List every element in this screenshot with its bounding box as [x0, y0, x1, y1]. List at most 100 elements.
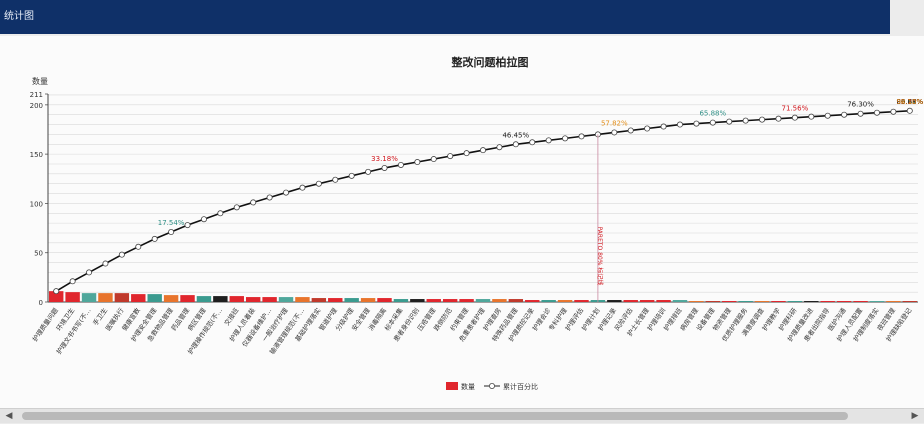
bar: [262, 297, 277, 302]
cumulative-point: [348, 172, 355, 179]
bar: [836, 301, 852, 302]
bar: [196, 296, 212, 302]
bar: [902, 301, 917, 302]
cumulative-point: [627, 127, 634, 134]
cumulative-point: [676, 121, 683, 128]
bar: [65, 292, 80, 302]
legend-label-cumulative: 累计百分比: [503, 382, 538, 391]
bar: [787, 301, 803, 302]
cumulative-point: [53, 288, 60, 295]
cumulative-point: [562, 135, 569, 142]
bar: [541, 300, 556, 302]
bar: [278, 297, 294, 302]
y-tick-label: 0: [39, 299, 43, 307]
data-label: 46.45%: [502, 131, 529, 139]
bar: [311, 298, 327, 302]
cumulative-point: [168, 229, 175, 236]
bar: [639, 300, 655, 302]
bar: [131, 294, 146, 302]
bar: [574, 300, 589, 302]
bar: [81, 293, 97, 302]
bar: [377, 298, 392, 302]
cumulative-point: [529, 139, 536, 146]
cumulative-point: [873, 109, 880, 116]
cumulative-point: [496, 144, 503, 151]
bar: [393, 299, 409, 302]
cumulative-point: [381, 164, 388, 171]
cumulative-point: [283, 189, 290, 196]
cumulative-point: [200, 216, 207, 223]
cumulative-point: [430, 156, 437, 163]
cumulative-point: [709, 119, 716, 126]
bar: [163, 295, 179, 302]
cumulative-point: [857, 110, 864, 117]
bar: [410, 299, 425, 302]
data-label: 71.56%: [782, 105, 809, 113]
bar: [738, 301, 753, 302]
cumulative-point: [299, 184, 306, 191]
scroll-left-arrow-icon[interactable]: ◀: [5, 411, 13, 421]
data-label: 76.30%: [847, 101, 874, 109]
cumulative-point: [545, 137, 552, 144]
cumulative-point: [742, 117, 749, 124]
bar: [114, 293, 130, 302]
cumulative-point: [644, 125, 651, 132]
scrollbar-thumb[interactable]: [22, 412, 848, 420]
bar: [754, 301, 770, 302]
data-label: 33.18%: [371, 155, 398, 163]
window-title: 统计图: [4, 11, 34, 22]
cumulative-point: [447, 153, 454, 160]
scroll-right-arrow-icon[interactable]: ▶: [911, 411, 919, 421]
cumulative-point: [824, 112, 831, 119]
data-label: 92.42%: [896, 98, 923, 106]
cumulative-point: [791, 114, 798, 121]
cumulative-point: [118, 251, 125, 258]
y-tick-label: 150: [30, 151, 43, 159]
cumulative-point: [512, 141, 519, 148]
pareto-marker-label: PARETO 80% 标记线: [596, 227, 604, 286]
cumulative-point: [217, 210, 224, 217]
bar: [245, 297, 261, 302]
bar: [180, 295, 195, 302]
legend-label-count: 数量: [461, 382, 475, 391]
cumulative-point: [315, 180, 322, 187]
cumulative-point: [759, 116, 766, 123]
y-tick-label: 200: [30, 102, 43, 110]
bar: [705, 301, 721, 302]
bar: [771, 301, 786, 302]
bar: [344, 298, 359, 302]
bar: [525, 300, 540, 302]
x-tick-label: 护理质量问题: [30, 306, 60, 344]
bar: [804, 301, 819, 302]
cumulative-point: [693, 120, 700, 127]
y-tick-label: 100: [30, 200, 43, 208]
bar: [557, 300, 573, 302]
data-label: 89.57%: [896, 98, 923, 106]
cumulative-point: [397, 161, 404, 168]
bar: [426, 299, 441, 302]
cumulative-point: [250, 199, 257, 206]
cumulative-point: [890, 108, 897, 115]
bar: [672, 300, 688, 302]
cumulative-point: [102, 260, 109, 267]
bar: [820, 301, 835, 302]
cumulative-point: [660, 123, 667, 130]
bar: [229, 296, 244, 302]
bar: [475, 299, 491, 302]
bar: [722, 301, 737, 302]
bar: [459, 299, 474, 302]
cumulative-line: [55, 109, 910, 292]
chart-title: 整改问题柏拉图: [451, 55, 529, 69]
cumulative-point: [611, 129, 618, 136]
data-label: 96.68%: [896, 98, 923, 106]
bar: [689, 301, 704, 302]
bar: [656, 300, 671, 302]
cumulative-point: [578, 133, 585, 140]
bar: [98, 293, 113, 302]
data-label: 57.82%: [601, 119, 628, 127]
bar: [853, 301, 868, 302]
data-label: 17.54%: [158, 219, 185, 227]
bar: [213, 296, 228, 302]
horizontal-scrollbar[interactable]: ◀ ▶: [0, 408, 924, 423]
window-titlebar: 统计图: [0, 0, 890, 34]
